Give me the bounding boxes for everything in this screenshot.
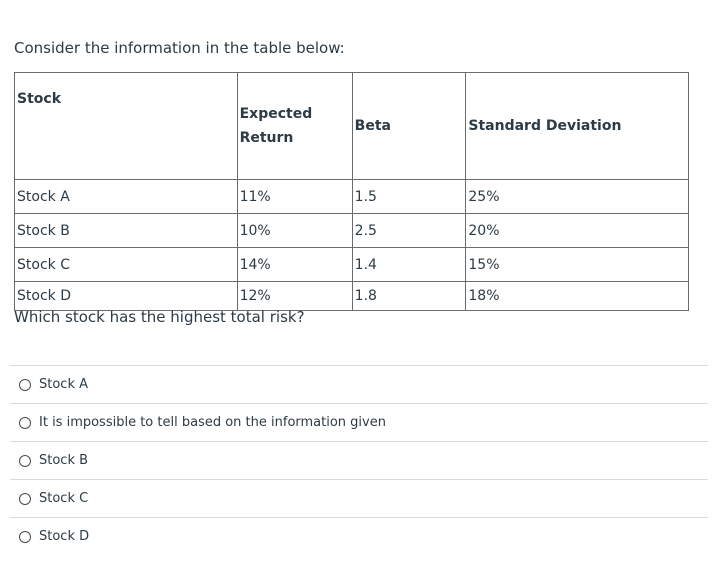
radio-button[interactable] (19, 378, 31, 391)
cell-standard-deviation: 25% (465, 179, 689, 214)
answer-option-stock-d[interactable]: Stock D (10, 517, 708, 555)
cell-beta: 2.5 (351, 213, 467, 248)
answer-option-stock-c[interactable]: Stock C (10, 479, 708, 517)
question-text: Which stock has the highest total risk? (14, 308, 305, 326)
radio-button[interactable] (19, 416, 31, 429)
answer-option-impossible-to-tell[interactable]: It is impossible to tell based on the in… (10, 403, 708, 441)
cell-expected-return: 11% (236, 179, 353, 214)
answer-option-stock-b[interactable]: Stock B (10, 441, 708, 479)
cell-stock: Stock A (14, 179, 238, 214)
header-expected-return-label: Expected Return (239, 106, 313, 146)
header-beta: Beta (351, 72, 467, 180)
header-standard-deviation: Standard Deviation (465, 72, 689, 180)
radio-button[interactable] (19, 492, 31, 505)
table-row: Stock C 14% 1.4 15% (14, 247, 689, 282)
cell-beta: 1.4 (351, 247, 467, 282)
cell-standard-deviation: 18% (465, 281, 689, 311)
radio-button[interactable] (19, 454, 31, 467)
cell-expected-return: 10% (236, 213, 353, 248)
cell-stock: Stock C (14, 247, 238, 282)
cell-expected-return: 14% (236, 247, 353, 282)
answer-label: Stock D (39, 529, 90, 544)
table-row: Stock A 11% 1.5 25% (14, 179, 689, 214)
cell-beta: 1.8 (351, 281, 467, 311)
header-stock: Stock (14, 72, 238, 180)
answer-label: Stock B (39, 453, 89, 468)
radio-button[interactable] (19, 530, 31, 543)
cell-standard-deviation: 15% (465, 247, 689, 282)
cell-standard-deviation: 20% (465, 213, 689, 248)
header-expected-return: Expected Return (236, 72, 353, 180)
answer-label: Stock C (39, 491, 89, 506)
table-row: Stock B 10% 2.5 20% (14, 213, 689, 248)
question-intro: Consider the information in the table be… (14, 39, 345, 57)
cell-stock: Stock B (14, 213, 238, 248)
answer-list: Stock A It is impossible to tell based o… (10, 365, 708, 555)
stock-info-table: Stock Expected Return Beta Standard Devi… (14, 72, 689, 311)
table-header-row: Stock Expected Return Beta Standard Devi… (14, 72, 689, 180)
table-row: Stock D 12% 1.8 18% (14, 281, 689, 311)
answer-label: It is impossible to tell based on the in… (39, 415, 386, 430)
cell-beta: 1.5 (351, 179, 467, 214)
answer-option-stock-a[interactable]: Stock A (10, 365, 708, 403)
cell-stock: Stock D (14, 281, 238, 311)
answer-label: Stock A (39, 377, 89, 392)
cell-expected-return: 12% (236, 281, 353, 311)
